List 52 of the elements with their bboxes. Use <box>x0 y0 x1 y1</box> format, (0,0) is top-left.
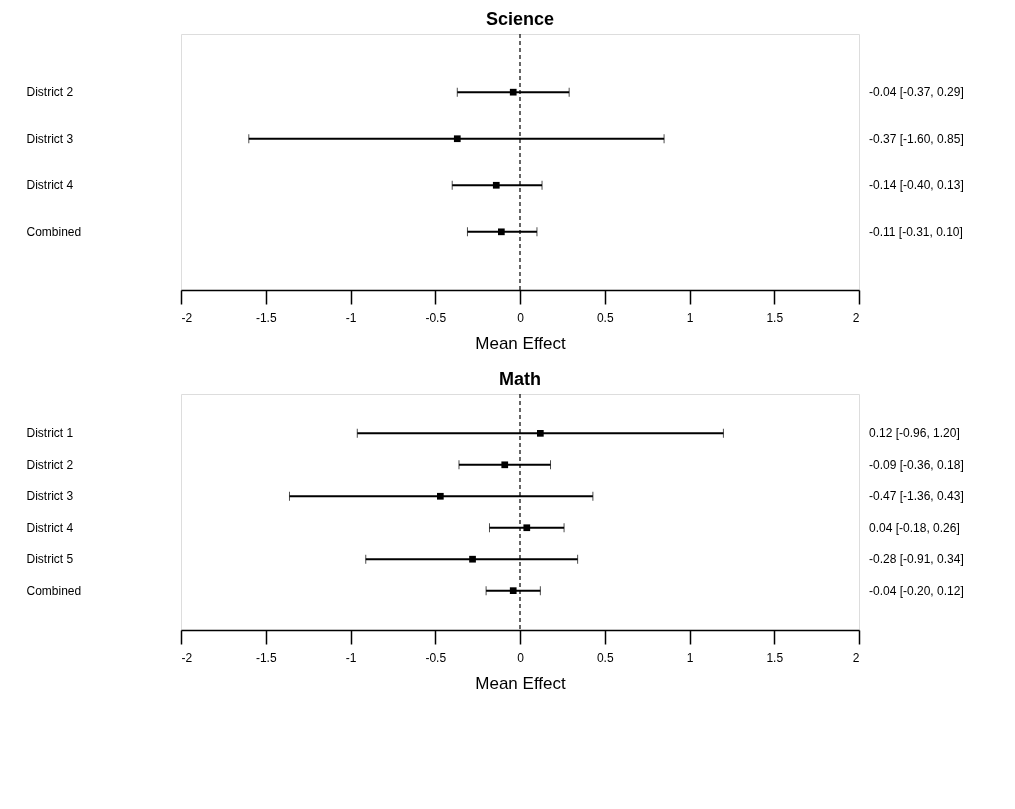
y-tick-label: District 5 <box>26 552 74 567</box>
y-tick-label: District 3 <box>26 131 74 146</box>
x-axis-title: Mean Effect <box>475 333 566 353</box>
x-tick-label: 2 <box>852 310 860 325</box>
data-label: 0.12 [-0.96, 1.20] <box>869 426 960 441</box>
x-tick-label: -1.5 <box>255 310 277 325</box>
chart-title: Science <box>485 9 555 30</box>
x-tick-label: -2 <box>181 650 193 665</box>
x-tick-label: -1 <box>345 310 357 325</box>
data-label: -0.37 [-1.60, 0.85] <box>869 131 964 146</box>
x-tick-label: 1 <box>686 650 694 665</box>
data-label: -0.28 [-0.91, 0.34] <box>869 552 964 567</box>
x-axis-title: Mean Effect <box>475 673 566 693</box>
y-tick-label: Combined <box>26 224 82 239</box>
point <box>436 492 444 500</box>
chart-title: Math <box>499 369 541 390</box>
data-label: -0.47 [-1.36, 0.43] <box>869 489 964 504</box>
x-tick-label: -0.5 <box>425 650 447 665</box>
x-tick-label: 1.5 <box>766 310 784 325</box>
x-tick-label: 0 <box>517 650 525 665</box>
data-label: -0.11 [-0.31, 0.10] <box>869 224 963 239</box>
x-tick-label: -1.5 <box>255 650 277 665</box>
x-tick-label: -0.5 <box>425 310 447 325</box>
x-tick-label: -2 <box>181 310 193 325</box>
point <box>492 181 500 189</box>
x-tick-label: 0.5 <box>596 650 614 665</box>
x-tick-label: 0.5 <box>596 310 614 325</box>
x-tick-label: -1 <box>345 650 357 665</box>
data-label: -0.04 [-0.37, 0.29] <box>869 85 964 100</box>
x-tick-label: 1.5 <box>766 650 784 665</box>
point <box>498 228 505 236</box>
point <box>501 461 509 469</box>
data-label: -0.04 [-0.20, 0.12] <box>869 583 964 598</box>
point <box>509 88 517 96</box>
y-tick-label: Combined <box>26 583 82 598</box>
x-tick-label: 2 <box>852 650 860 665</box>
data-label: 0.04 [-0.18, 0.26] <box>869 520 960 535</box>
x-tick-label: 0 <box>517 310 525 325</box>
y-tick-label: District 3 <box>26 489 74 504</box>
y-tick-label: District 1 <box>26 426 74 441</box>
point <box>523 524 531 532</box>
point <box>453 135 461 143</box>
data-label: -0.14 [-0.40, 0.13] <box>869 178 964 193</box>
y-tick-label: District 4 <box>26 178 74 193</box>
y-tick-label: District 2 <box>26 457 74 472</box>
x-tick-label: 1 <box>686 310 694 325</box>
y-tick-label: District 2 <box>26 85 74 100</box>
point <box>509 587 517 595</box>
point <box>536 429 544 437</box>
data-label: -0.09 [-0.36, 0.18] <box>869 457 964 472</box>
y-tick-label: District 4 <box>26 520 74 535</box>
point <box>469 555 476 563</box>
